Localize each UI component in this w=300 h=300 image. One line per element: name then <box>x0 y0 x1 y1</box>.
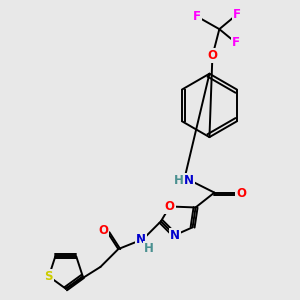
Text: F: F <box>193 10 201 23</box>
Text: N: N <box>170 229 180 242</box>
Text: H: H <box>174 174 184 187</box>
Text: N: N <box>184 174 194 187</box>
Text: F: F <box>233 8 241 21</box>
Text: O: O <box>98 224 108 237</box>
Text: F: F <box>232 37 240 50</box>
Text: S: S <box>45 270 53 283</box>
Text: O: O <box>207 50 218 62</box>
Text: O: O <box>236 187 246 200</box>
Text: H: H <box>144 242 154 255</box>
Text: N: N <box>136 233 146 246</box>
Text: O: O <box>165 200 175 213</box>
